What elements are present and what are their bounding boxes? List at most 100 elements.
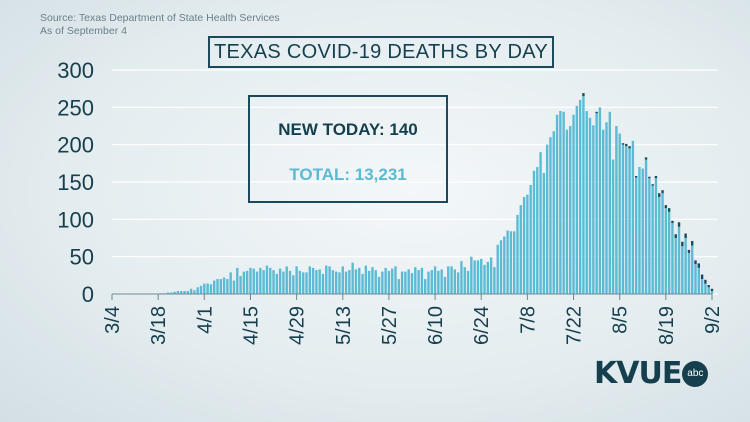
bar-recent <box>667 208 671 212</box>
bar <box>334 271 338 294</box>
bar <box>516 214 519 294</box>
as-of-date: As of September 4 <box>40 25 127 37</box>
y-tick-label: 50 <box>70 245 94 270</box>
bar <box>229 272 232 294</box>
bar <box>424 279 427 294</box>
x-tick-label: 4/1 <box>194 306 216 334</box>
bar <box>387 270 391 294</box>
bar <box>447 266 450 294</box>
source-line: Source: Texas Department of State Health… <box>40 12 280 24</box>
x-tick-label: 4/29 <box>287 306 309 345</box>
total-label: TOTAL: 13,231 <box>289 165 407 184</box>
bar-recent <box>707 285 710 288</box>
axes: 0 50 100 150 200 250 300 3/4 3/18 4/1 4/15 4/29 5/13… <box>57 58 724 345</box>
bar <box>298 270 302 294</box>
bar <box>285 266 288 294</box>
bar <box>549 137 552 294</box>
bar <box>664 208 668 294</box>
bar <box>667 211 671 294</box>
bar <box>443 276 447 294</box>
bar-recent <box>651 184 654 186</box>
bar <box>582 96 585 294</box>
kvue-logo: KVUE abc <box>594 356 709 391</box>
bar <box>710 291 714 294</box>
bar <box>265 265 269 294</box>
bar <box>634 177 638 294</box>
bar-recent <box>595 111 598 114</box>
bar <box>189 288 193 294</box>
bar <box>354 269 358 294</box>
bar-recent <box>691 240 694 246</box>
bar <box>638 167 641 294</box>
bar <box>513 231 516 294</box>
bar <box>186 291 190 294</box>
bar <box>466 270 470 294</box>
bar <box>173 291 176 294</box>
bar-recent <box>644 157 648 160</box>
x-tick-label: 4/15 <box>240 306 262 345</box>
bar <box>394 266 397 294</box>
summary-box: NEW TODAY: 140 TOTAL: 13,231 <box>248 95 448 203</box>
bar <box>193 290 196 294</box>
bar <box>430 270 433 294</box>
bar <box>203 283 206 294</box>
bar <box>625 146 628 294</box>
bar <box>707 287 710 294</box>
bar <box>691 245 694 294</box>
bar <box>302 272 305 294</box>
bar <box>199 285 203 294</box>
bar <box>410 273 414 294</box>
bar <box>437 270 440 294</box>
bar <box>183 291 186 294</box>
bar <box>496 244 499 294</box>
bar <box>559 111 562 294</box>
bar <box>397 279 400 294</box>
bar <box>371 267 374 294</box>
bar <box>206 283 209 294</box>
bar <box>628 148 631 294</box>
bar <box>236 267 239 294</box>
bar <box>232 280 236 294</box>
bar <box>519 205 522 294</box>
x-tick-label: 8/5 <box>610 306 632 334</box>
bar <box>358 267 361 294</box>
bar <box>245 270 249 294</box>
bar <box>569 126 572 294</box>
bar <box>249 267 252 294</box>
bar <box>321 273 325 294</box>
bar <box>226 279 229 294</box>
bar <box>493 267 496 294</box>
bar-recent <box>658 193 661 197</box>
bar <box>407 269 410 294</box>
bar <box>170 292 173 294</box>
bar-recent <box>710 288 714 292</box>
bar <box>255 271 259 294</box>
bar-recent <box>687 249 691 253</box>
bar <box>539 152 542 294</box>
bar <box>545 144 549 294</box>
bar <box>681 246 684 294</box>
x-tick-label: 7/22 <box>564 306 586 345</box>
bar <box>239 276 242 294</box>
bar <box>404 271 407 294</box>
bar <box>305 272 308 294</box>
bar <box>213 280 216 294</box>
bar <box>509 231 513 294</box>
bar <box>272 270 275 294</box>
bar <box>269 267 272 294</box>
bar <box>180 291 183 294</box>
bar <box>391 268 394 294</box>
bar <box>166 292 170 294</box>
bar <box>631 140 635 294</box>
bar <box>414 267 417 294</box>
bar <box>480 258 483 294</box>
bar <box>328 266 331 294</box>
bar <box>463 267 466 294</box>
bar <box>440 269 443 294</box>
bar-recent <box>648 176 651 179</box>
bar <box>585 111 588 294</box>
bar <box>536 167 539 294</box>
bar <box>242 271 246 294</box>
bar <box>621 144 625 294</box>
